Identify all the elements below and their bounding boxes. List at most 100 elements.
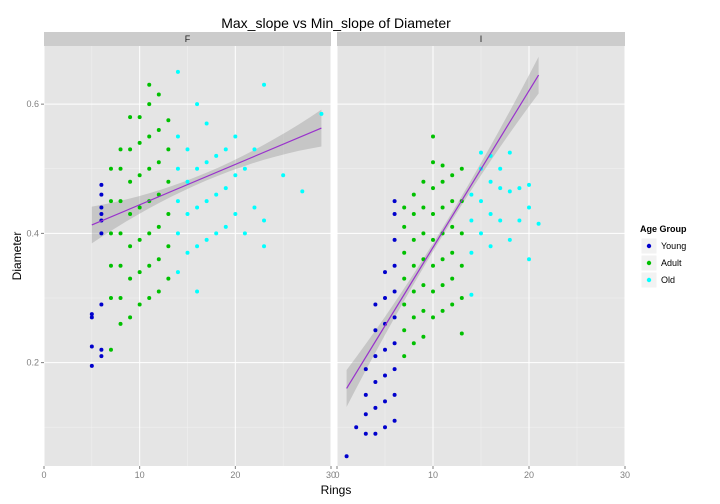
data-point <box>233 212 238 216</box>
data-point <box>252 147 257 152</box>
data-point <box>392 199 397 204</box>
data-point <box>373 405 378 410</box>
data-point <box>479 150 483 155</box>
data-point <box>99 192 104 197</box>
y-axis-title: Diameter <box>10 232 24 281</box>
legend-swatch <box>646 243 652 249</box>
data-point <box>402 276 407 281</box>
x-tick-label: 10 <box>428 470 438 480</box>
data-point <box>147 296 152 300</box>
data-point <box>402 302 407 307</box>
data-point <box>99 302 104 307</box>
data-point <box>156 192 161 197</box>
data-point <box>498 166 503 171</box>
legend-title: Age Group <box>640 224 687 234</box>
data-point <box>175 231 180 236</box>
data-point <box>99 231 104 236</box>
data-point <box>156 160 161 165</box>
data-point <box>440 205 445 210</box>
data-point <box>354 425 359 430</box>
data-point <box>89 363 94 368</box>
data-point <box>137 173 142 178</box>
data-point <box>440 179 445 184</box>
x-tick-label: 0 <box>41 470 46 480</box>
data-point <box>440 163 445 168</box>
data-point <box>214 231 219 236</box>
data-point <box>99 347 104 352</box>
x-tick-label: 0 <box>334 470 339 480</box>
data-point <box>363 367 368 372</box>
legend-item-young: Young <box>640 237 686 255</box>
data-point <box>262 82 267 87</box>
data-point <box>507 150 512 155</box>
data-point <box>175 270 180 275</box>
data-point <box>195 102 200 107</box>
chart-title: Max_slope vs Min_slope of Diameter <box>221 15 451 31</box>
data-point <box>421 257 426 262</box>
data-point <box>118 166 123 171</box>
data-point <box>233 173 238 178</box>
data-point <box>262 244 267 249</box>
data-point <box>392 418 397 423</box>
data-point <box>507 189 512 194</box>
data-point <box>450 199 455 204</box>
data-point <box>450 224 455 229</box>
data-point <box>108 263 113 268</box>
data-point <box>431 315 435 320</box>
y-tick-label: 0.4 <box>26 228 39 238</box>
data-point <box>421 231 426 236</box>
data-point <box>108 296 113 300</box>
data-point <box>498 218 503 223</box>
facet-strip-label: F <box>185 34 191 44</box>
data-point <box>431 289 435 294</box>
facet-panel-0: F 0 10 20 30 0.2 0.4 0.6 <box>26 32 336 480</box>
data-point <box>147 263 152 268</box>
data-point <box>421 308 426 313</box>
data-point <box>204 199 209 204</box>
data-point <box>204 160 209 165</box>
data-point <box>450 250 455 255</box>
data-point <box>450 276 455 281</box>
data-point <box>392 263 397 268</box>
data-point <box>108 199 113 204</box>
data-point <box>421 205 426 210</box>
y-tick-label: 0.6 <box>26 99 39 109</box>
data-point <box>479 231 483 236</box>
data-point <box>527 205 531 210</box>
data-point <box>392 289 397 294</box>
data-point <box>431 237 435 242</box>
data-point <box>421 283 426 288</box>
data-point <box>128 315 133 320</box>
facet-strip <box>337 32 625 46</box>
data-point <box>431 263 435 268</box>
data-point <box>373 431 378 436</box>
data-point <box>383 399 387 404</box>
data-point <box>363 412 368 417</box>
data-point <box>469 192 474 197</box>
data-point <box>99 212 104 216</box>
data-point <box>373 302 378 307</box>
data-point <box>137 140 142 145</box>
data-point <box>147 102 152 107</box>
data-point <box>166 147 171 152</box>
data-point <box>195 205 200 210</box>
facet-panel-1: I 0 10 20 30 <box>334 32 630 480</box>
data-point <box>89 315 94 320</box>
data-point <box>300 189 305 194</box>
data-point <box>363 431 368 436</box>
data-point <box>392 367 397 372</box>
data-point <box>242 166 247 171</box>
data-point <box>99 354 104 359</box>
data-point <box>204 237 209 242</box>
data-point <box>281 173 286 178</box>
data-point <box>137 302 142 307</box>
data-point <box>383 373 387 378</box>
legend-label: Young <box>661 241 686 251</box>
data-point <box>108 166 113 171</box>
trend-line <box>346 74 540 389</box>
data-point <box>392 392 397 397</box>
data-point <box>89 344 94 349</box>
data-point <box>242 231 247 236</box>
x-tick-label: 30 <box>326 470 336 480</box>
data-point <box>137 270 142 275</box>
